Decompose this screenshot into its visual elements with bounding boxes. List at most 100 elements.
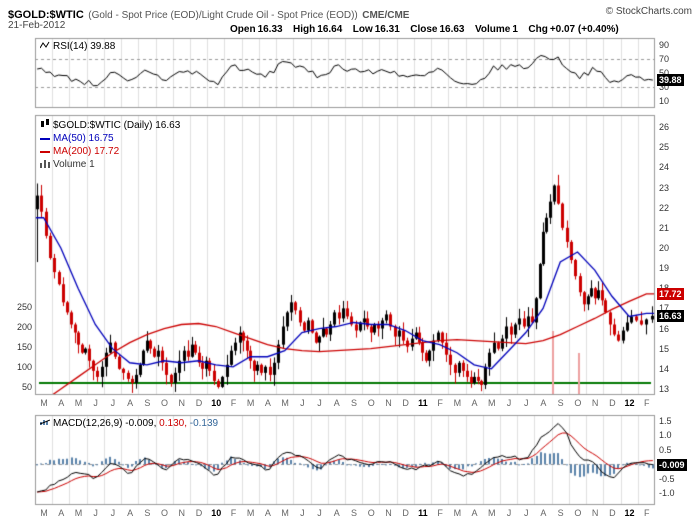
month-label: N	[385, 508, 392, 518]
low-value: 16.31	[374, 24, 400, 35]
month-label: J	[110, 398, 116, 408]
macd-hist-value: -0.139	[189, 418, 219, 429]
rsi-legend: RSI(14) 39.88	[39, 41, 115, 53]
price-axis-tick: 25	[659, 142, 670, 153]
month-label: O	[367, 508, 375, 518]
macd-axis-tick: 1.0	[659, 430, 672, 441]
month-label: F	[644, 398, 650, 408]
month-label: J	[300, 398, 305, 408]
month-label: M	[488, 508, 496, 518]
price-axis-tick: 26	[659, 122, 670, 133]
month-label: D	[195, 398, 203, 408]
month-label: M	[74, 508, 83, 518]
month-label: J	[93, 398, 98, 408]
quote-line: Open 16.33 High 16.64 Low 16.31 Close 16.63 …	[230, 19, 625, 37]
volume-value: 1	[512, 24, 518, 35]
price-axis-tick: 20	[659, 242, 670, 253]
exchange-label: CME/CME	[362, 10, 410, 21]
price-axis-tick: 24	[659, 162, 670, 173]
month-label: A	[333, 508, 340, 518]
close-value: 16.63	[439, 24, 465, 35]
macd-legend-name: MACD(12,26,9)	[53, 418, 123, 429]
month-label: M	[453, 508, 462, 518]
volume-bars-icon	[40, 159, 50, 171]
month-label: O	[574, 508, 582, 518]
volume-axis-tick: 50	[21, 382, 32, 392]
header-title: $GOLD:$WTIC (Gold - Spot Price (EOD)/Lig…	[8, 5, 409, 23]
month-label: A	[264, 508, 271, 518]
price-axis-tick: 16	[659, 323, 670, 334]
high-value: 16.64	[317, 24, 343, 35]
month-label: D	[609, 508, 616, 518]
month-label: F	[437, 508, 443, 518]
ma200-legend-label: MA(200) 17.72	[53, 146, 120, 157]
month-label: S	[557, 398, 564, 408]
month-label: J	[523, 508, 529, 518]
month-label: F	[230, 398, 237, 408]
month-label: A	[333, 398, 340, 408]
low-label: Low	[352, 24, 373, 35]
macd-signal-value: 0.130,	[159, 418, 187, 429]
month-label: D	[402, 398, 409, 408]
close-value-box: 16.63	[657, 310, 684, 322]
macd-axis-tick: 0.5	[659, 444, 672, 455]
month-label: A	[540, 398, 547, 408]
month-label: J	[300, 508, 305, 518]
ma200-value-box: 17.72	[657, 288, 684, 300]
month-label: N	[591, 398, 599, 408]
month-label: 10	[211, 398, 222, 408]
month-label: M	[74, 398, 83, 408]
chart-date: 21-Feb-2012	[8, 20, 66, 31]
month-label: A	[127, 508, 134, 518]
volume-label: Volume	[474, 24, 511, 35]
price-axis-tick: 17	[659, 303, 670, 314]
rsi-axis-tick: 70	[659, 54, 670, 64]
rsi-axis-tick: 30	[659, 82, 670, 92]
macd-icon	[39, 418, 51, 430]
month-label: 11	[418, 508, 428, 518]
volume-axis-tick: 250	[16, 302, 32, 312]
month-label: A	[471, 508, 478, 518]
open-label: Open	[230, 24, 256, 35]
macd-axis-tick: 1.5	[659, 415, 672, 426]
month-label: A	[58, 508, 65, 518]
price-axis-tick: 14	[659, 363, 670, 374]
volume-axis-tick: 200	[16, 322, 32, 332]
month-label: 11	[418, 398, 428, 408]
price-axis-tick: 15	[659, 343, 670, 354]
month-label: S	[350, 508, 357, 518]
month-label: N	[178, 398, 186, 408]
ma50-legend-label: MA(50) 16.75	[53, 133, 114, 144]
macd-axis-tick: -0.5	[659, 473, 675, 484]
month-label: F	[230, 508, 237, 518]
volume-axis-tick: 150	[16, 342, 32, 352]
month-label: D	[609, 398, 616, 408]
month-label: D	[195, 508, 203, 518]
volume-legend-label: Volume 1	[53, 159, 95, 170]
chg-value: +0.07 (+0.40%)	[549, 24, 619, 35]
month-label: O	[161, 508, 169, 518]
month-label: F	[437, 398, 443, 408]
month-label: M	[246, 398, 255, 408]
month-label: J	[506, 398, 512, 408]
ma50-line-icon	[40, 134, 50, 145]
rsi-axis-tick: 10	[659, 96, 670, 106]
month-label: A	[127, 398, 134, 408]
indicator-icon	[39, 41, 50, 53]
month-label: M	[40, 398, 48, 408]
month-label: O	[161, 398, 169, 408]
month-label: M	[246, 508, 255, 518]
price-legend-label: $GOLD:$WTIC (Daily) 16.63	[53, 120, 181, 131]
open-value: 16.33	[257, 24, 283, 35]
month-label: J	[110, 508, 116, 518]
price-legend: $GOLD:$WTIC (Daily) 16.63	[40, 119, 180, 132]
high-label: High	[293, 24, 316, 35]
month-label: A	[264, 398, 271, 408]
month-label: J	[523, 398, 529, 408]
month-label: A	[540, 508, 547, 518]
month-label: M	[488, 398, 496, 408]
rsi-value-box: 39.88	[657, 74, 684, 86]
month-label: F	[644, 508, 650, 518]
chg-label: Chg	[528, 24, 548, 35]
